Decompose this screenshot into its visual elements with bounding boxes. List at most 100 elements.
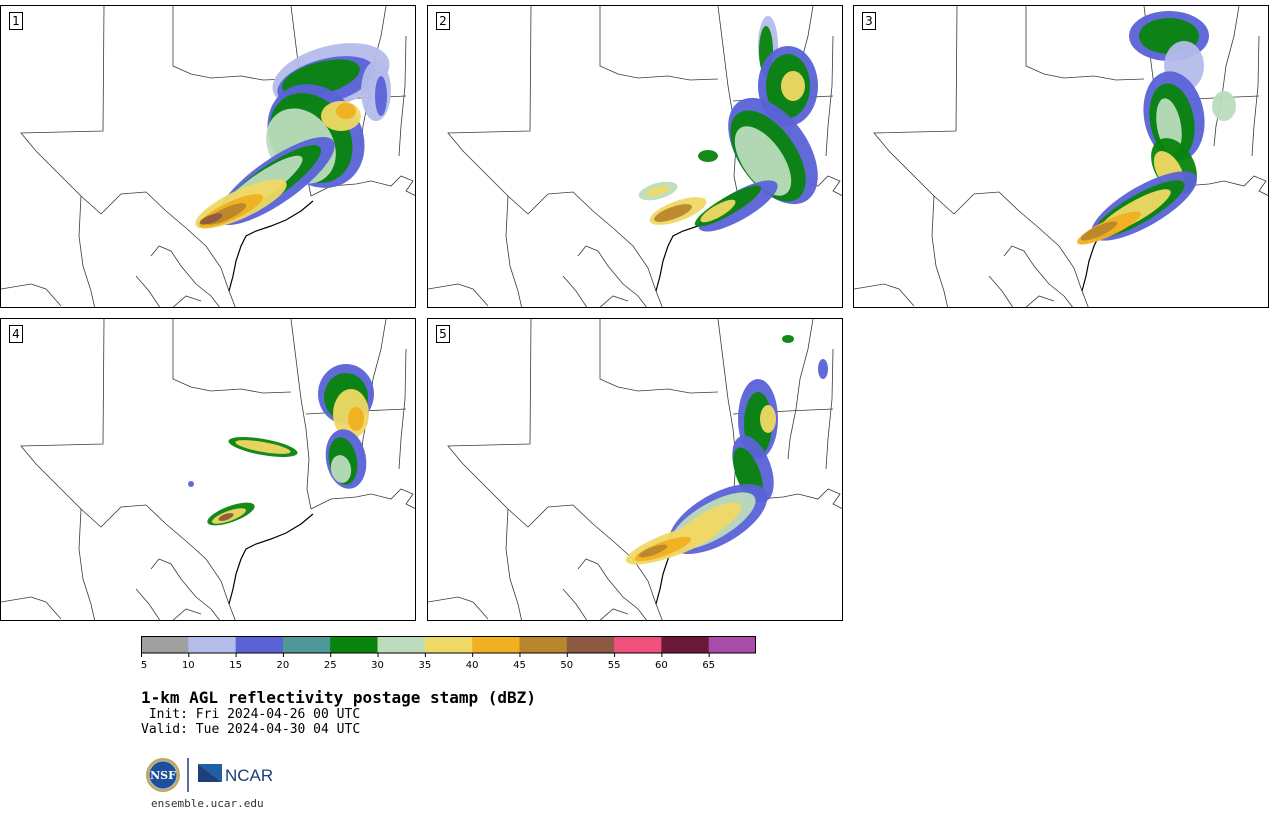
state-border-line: [562, 588, 588, 620]
state-border-line: [599, 6, 719, 81]
state-border-line: [577, 245, 647, 307]
reflectivity-cell: [218, 513, 234, 521]
state-border-line: [447, 6, 663, 307]
panel-number: 1: [9, 12, 23, 30]
colorbar-swatch: [566, 636, 615, 653]
colorbar-swatch: [141, 636, 189, 653]
reflectivity-field: [188, 364, 374, 526]
title-block: 1-km AGL reflectivity postage stamp (dBZ…: [141, 688, 536, 737]
reflectivity-cell: [700, 199, 736, 223]
colorbar-tick-label: 45: [513, 660, 526, 670]
state-border-line: [20, 319, 236, 620]
colorbar-tick-label: 55: [608, 660, 621, 670]
map-panel-2: [428, 6, 842, 307]
reflectivity-cell: [760, 405, 776, 433]
state-border-line: [447, 319, 663, 620]
state-border-line: [599, 608, 629, 620]
state-border-line: [505, 508, 522, 620]
state-border-line: [931, 195, 948, 307]
state-border-line: [172, 319, 292, 394]
reflectivity-cell: [734, 126, 792, 196]
state-border-line: [825, 35, 834, 157]
reflectivity-cell: [348, 407, 364, 431]
colorbar-swatch: [235, 636, 284, 653]
reflectivity-cell: [782, 335, 794, 343]
state-border-line: [562, 275, 588, 307]
reflectivity-cell: [818, 359, 828, 379]
panel-number: 5: [436, 325, 450, 343]
state-border-line: [854, 283, 915, 307]
colorbar-border: [141, 636, 756, 654]
state-border-line: [577, 558, 647, 620]
colorbar-swatch: [614, 636, 662, 653]
state-border-line: [1025, 6, 1145, 81]
reflectivity-field: [1077, 11, 1236, 245]
nsf-logo-text: NSF: [150, 769, 176, 782]
state-border-line: [873, 6, 1089, 307]
panel-2: 2: [427, 5, 843, 308]
state-border-line: [599, 319, 719, 394]
state-border-line: [398, 35, 407, 157]
state-border-line: [172, 6, 292, 81]
reflectivity-cell: [698, 150, 718, 162]
state-border-line: [135, 275, 161, 307]
state-border-line: [172, 295, 202, 307]
reflectivity-cell: [1080, 221, 1118, 241]
colorbar-tick-label: 15: [229, 660, 242, 670]
reflectivity-cell: [781, 71, 805, 101]
colorbar-tick-label: 10: [182, 660, 195, 670]
panel-3: 3: [853, 5, 1269, 308]
state-border-line: [398, 348, 407, 470]
map-borders: [428, 319, 842, 620]
panel-5: 5: [427, 318, 843, 621]
reflectivity-cell: [638, 544, 668, 558]
colorbar-tick-label: 5: [141, 660, 147, 670]
colorbar-tick-label: 20: [277, 660, 290, 670]
ncar-logo-text: NCAR: [225, 766, 273, 785]
colorbar-tick-label: 35: [418, 660, 431, 670]
panel-4: 4: [0, 318, 416, 621]
state-border-line: [1, 283, 62, 307]
reflectivity-field: [195, 43, 391, 229]
reflectivity-cell: [199, 213, 223, 225]
colorbar-tick-label: 25: [324, 660, 337, 670]
colorbar-swatch: [330, 636, 378, 653]
state-border-line: [78, 195, 95, 307]
colorbar-tick-label: 30: [371, 660, 384, 670]
state-border-line: [428, 596, 489, 620]
colorbar-swatch: [708, 636, 756, 653]
state-border-line: [150, 558, 220, 620]
valid-time: Valid: Tue 2024-04-30 04 UTC: [141, 722, 361, 737]
state-border-line: [135, 588, 161, 620]
panel-number: 4: [9, 325, 23, 343]
footer-url[interactable]: ensemble.ucar.edu: [151, 797, 264, 810]
panel-number: 2: [436, 12, 450, 30]
state-border-line: [505, 195, 522, 307]
chart-title: 1-km AGL reflectivity postage stamp (dBZ…: [141, 688, 536, 707]
nsf-logo-icon: NSF: [146, 758, 180, 792]
reflectivity-cell: [654, 204, 692, 222]
state-border-line: [1251, 35, 1260, 157]
reflectivity-cell: [188, 481, 194, 487]
colorbar-swatch: [424, 636, 473, 653]
reflectivity-cell: [646, 186, 670, 196]
state-border-line: [78, 508, 95, 620]
state-border-line: [1213, 6, 1240, 147]
coastline: [228, 513, 314, 605]
panel-1: 1: [0, 5, 416, 308]
map-panel-5: [428, 319, 842, 620]
colorbar-swatch: [661, 636, 709, 653]
state-border-line: [1003, 245, 1073, 307]
map-borders: [854, 6, 1268, 307]
ncar-logo-icon: NCAR: [198, 764, 273, 785]
state-border-line: [20, 6, 236, 307]
coastline: [228, 200, 314, 292]
map-panel-1: [1, 6, 415, 307]
state-border-line: [1, 596, 62, 620]
map-panel-4: [1, 319, 415, 620]
init-time: Init: Fri 2024-04-26 00 UTC: [141, 707, 361, 722]
colorbar-swatch: [282, 636, 331, 653]
reflectivity-cell: [235, 440, 291, 454]
colorbar-swatch: [472, 636, 520, 653]
reflectivity-cell: [330, 455, 352, 483]
